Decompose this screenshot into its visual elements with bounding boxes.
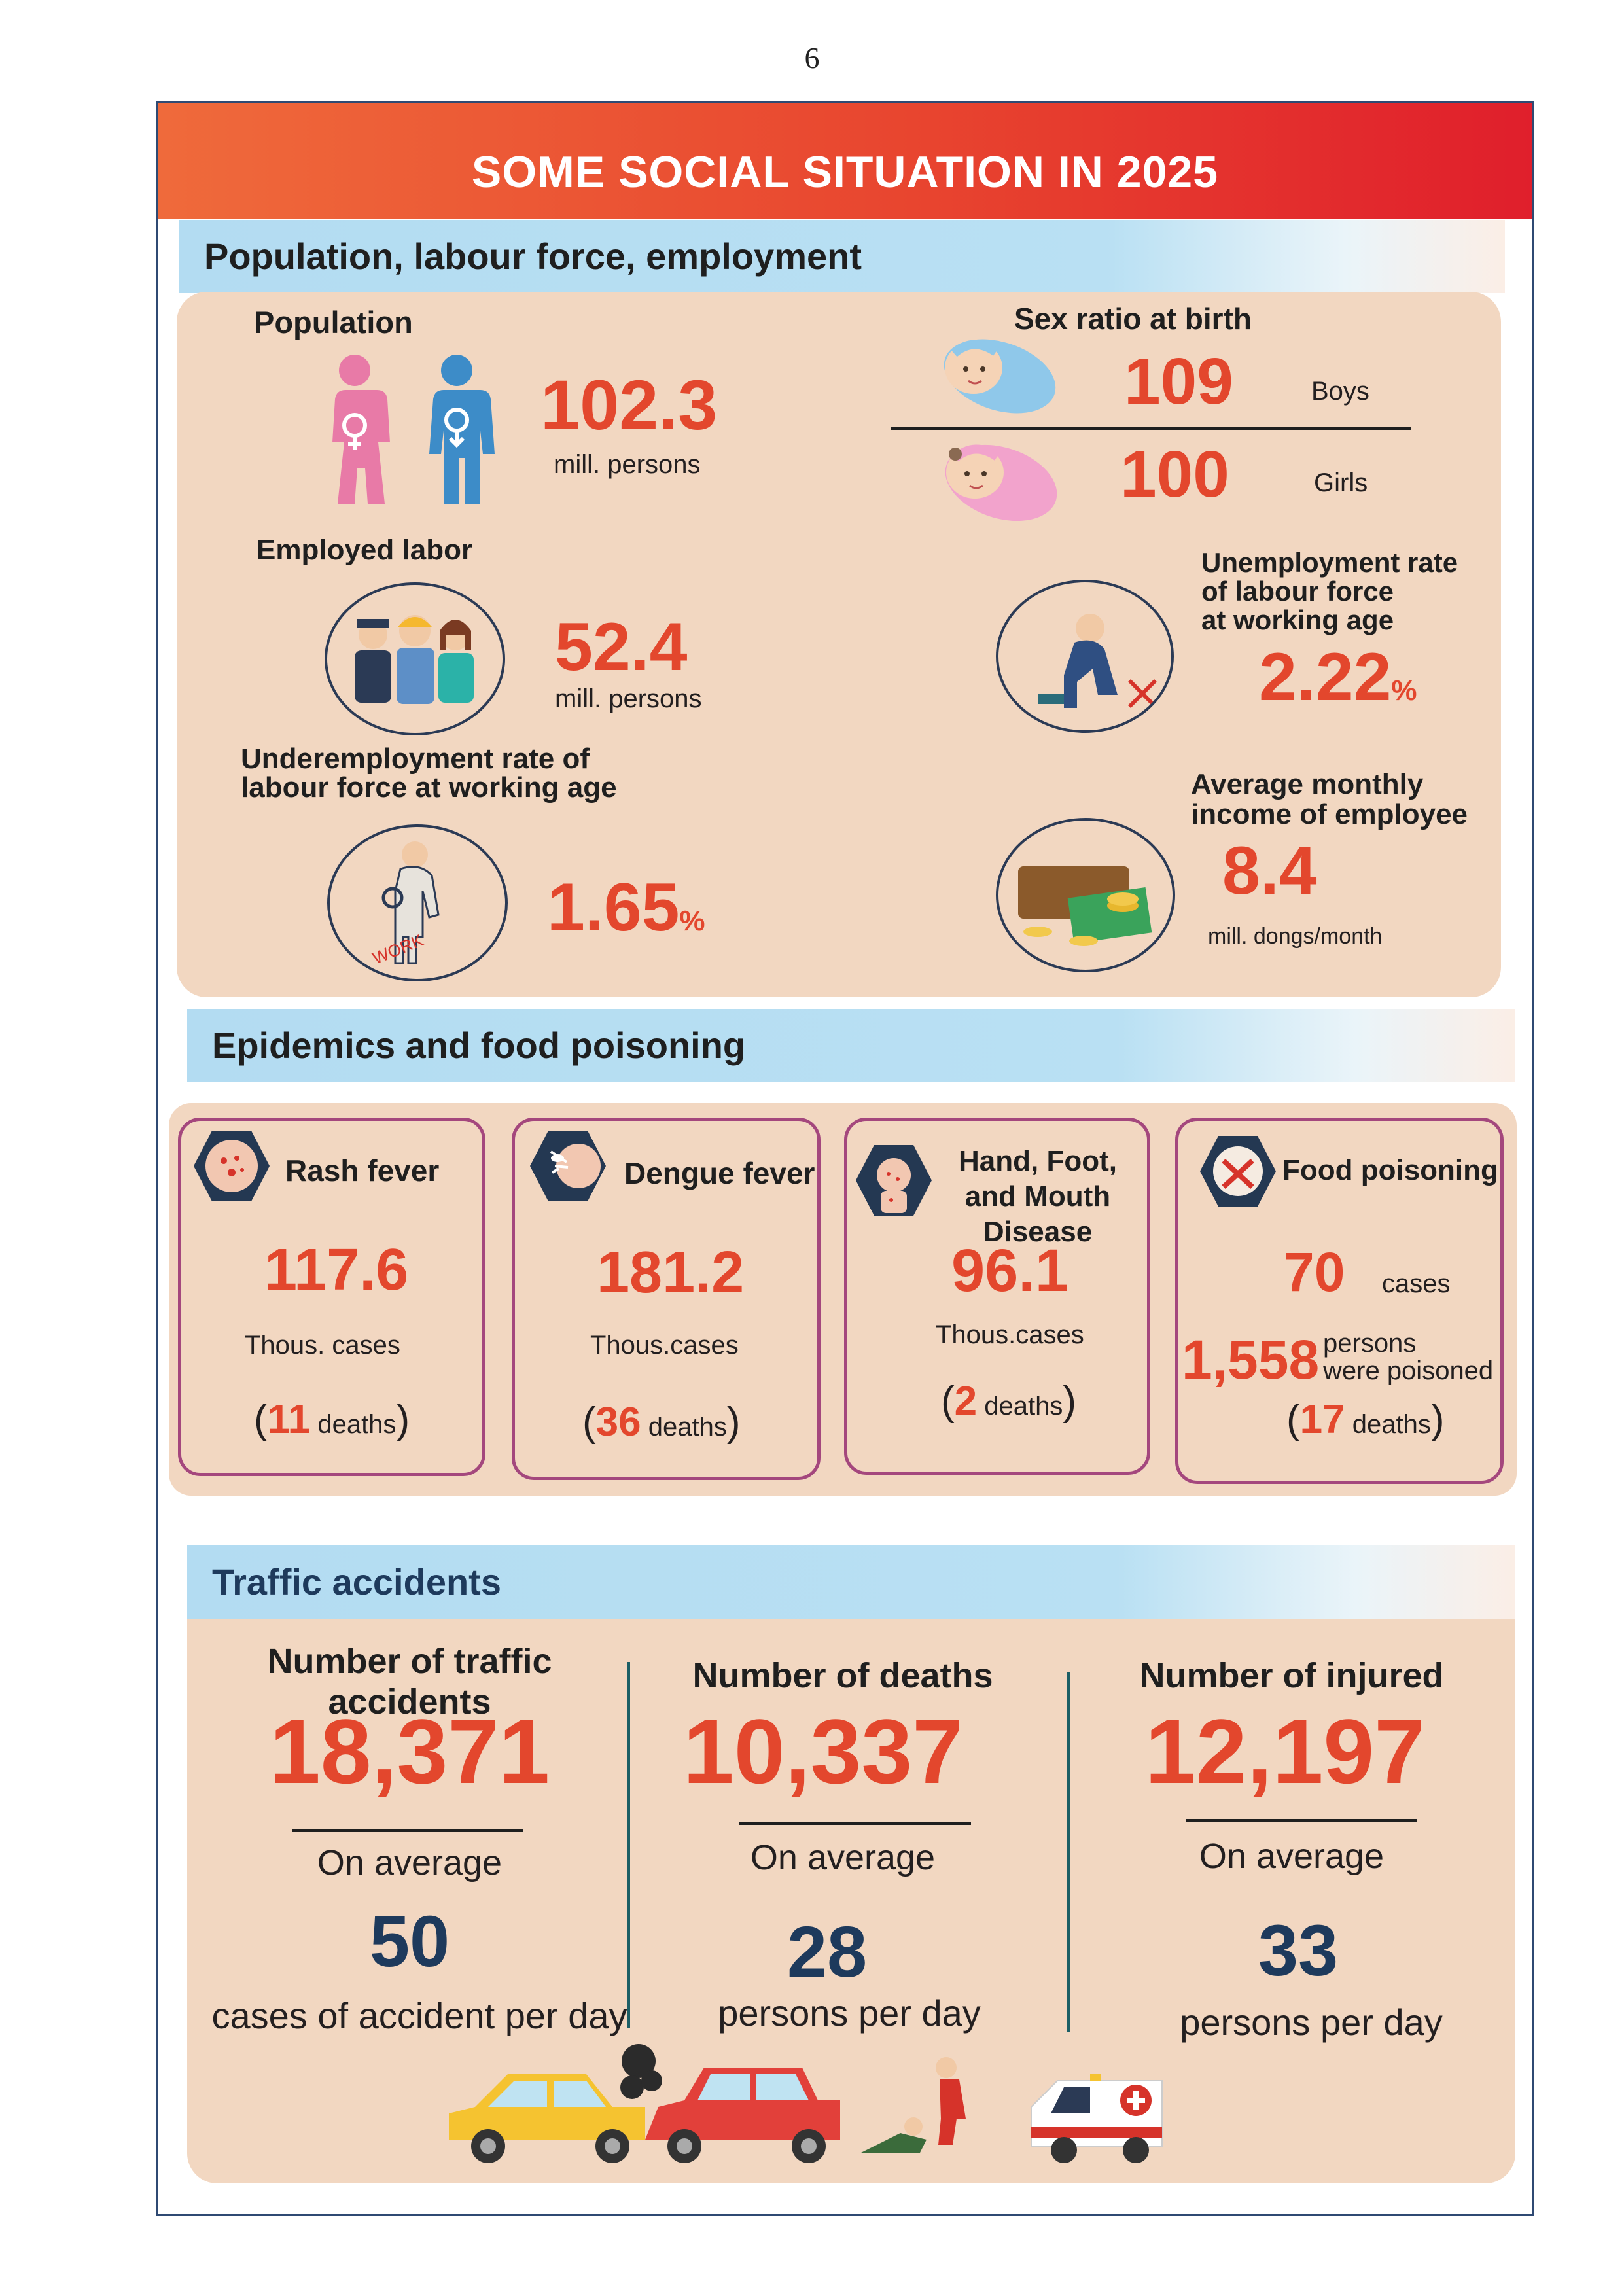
sex-ratio-label: Sex ratio at birth bbox=[1014, 302, 1252, 336]
section-heading-epidemics: Epidemics and food poisoning bbox=[187, 1009, 1515, 1082]
baby-boy-icon bbox=[944, 339, 1056, 414]
page-number: 6 bbox=[804, 41, 820, 75]
underemployment-value: 1.65% bbox=[547, 870, 705, 945]
traffic-accidents-avg-unit: cases of accident per day bbox=[211, 1995, 627, 2036]
employed-value: 52.4 bbox=[555, 609, 688, 685]
population-unit: mill. persons bbox=[554, 450, 701, 479]
column-divider-2 bbox=[1067, 1672, 1070, 2032]
hfmd-value: 96.1 bbox=[951, 1237, 1069, 1304]
rash-fever-unit: Thous. cases bbox=[245, 1331, 400, 1360]
red-car-icon bbox=[645, 2068, 840, 2163]
smoke-icon bbox=[620, 2044, 662, 2099]
ratio-divider bbox=[891, 427, 1411, 430]
rash-fever-title: Rash fever bbox=[285, 1154, 440, 1188]
deaths-value: 10,337 bbox=[682, 1700, 964, 1803]
female-male-icon bbox=[332, 355, 495, 504]
dengue-fever-value: 181.2 bbox=[597, 1240, 745, 1305]
food-poisoning-title: Food poisoning bbox=[1282, 1154, 1498, 1186]
injured-value: 12,197 bbox=[1144, 1700, 1426, 1803]
population-value: 102.3 bbox=[540, 365, 718, 444]
column-2-line bbox=[739, 1822, 971, 1825]
traffic-accidents-avg-value: 50 bbox=[369, 1901, 450, 1982]
traffic-panel bbox=[187, 1545, 1515, 2183]
wallet-money-icon bbox=[996, 818, 1175, 972]
rash-icon bbox=[194, 1131, 270, 1201]
employed-label: Employed labor bbox=[256, 534, 473, 566]
underemployment-label: Underemployment rate of labour force at … bbox=[241, 743, 617, 804]
unemployment-value: 2.22% bbox=[1259, 639, 1417, 715]
food-poisoned-label: persons were poisoned bbox=[1323, 1329, 1494, 1385]
column-divider-1 bbox=[627, 1662, 630, 2028]
deaths-avg-unit: persons per day bbox=[718, 1992, 981, 2034]
baby-girl-icon bbox=[945, 444, 1057, 521]
income-value: 8.4 bbox=[1222, 833, 1317, 909]
population-label: Population bbox=[254, 305, 413, 340]
income-unit: mill. dongs/month bbox=[1208, 924, 1383, 949]
hfmd-deaths: (2 deaths) bbox=[941, 1379, 1077, 1424]
injured-avg-value: 33 bbox=[1258, 1911, 1339, 1991]
income-label: Average monthly income of employee bbox=[1191, 768, 1468, 830]
food-cases-label: cases bbox=[1382, 1269, 1451, 1298]
dengue-fever-deaths: (36 deaths) bbox=[582, 1400, 741, 1445]
traffic-accidents-avg-label: On average bbox=[317, 1843, 503, 1882]
traffic-accident-illustration bbox=[449, 2044, 1163, 2163]
food-poisoning-icon bbox=[1200, 1136, 1276, 1207]
page-frame bbox=[156, 101, 1534, 2216]
rash-fever-value: 117.6 bbox=[264, 1237, 409, 1303]
hfmd-unit: Thous.cases bbox=[936, 1320, 1084, 1349]
ambulance-icon bbox=[1031, 2074, 1163, 2163]
injured-avg-unit: persons per day bbox=[1180, 2002, 1443, 2043]
page-title: SOME SOCIAL SITUATION IN 2025 bbox=[158, 103, 1532, 219]
unemployed-person-icon bbox=[996, 580, 1174, 733]
deaths-title: Number of deaths bbox=[692, 1656, 993, 1695]
column-1-line bbox=[292, 1829, 523, 1832]
workers-icon bbox=[325, 582, 505, 735]
girls-label: Girls bbox=[1314, 468, 1368, 497]
boys-value: 109 bbox=[1124, 345, 1233, 418]
food-deaths: (17 deaths) bbox=[1286, 1397, 1445, 1442]
boys-label: Boys bbox=[1311, 377, 1369, 406]
job-search-icon: WORK bbox=[327, 824, 508, 981]
column-3-line bbox=[1186, 1819, 1417, 1822]
injured-title: Number of injured bbox=[1139, 1656, 1444, 1695]
mosquito-icon bbox=[530, 1131, 606, 1201]
hfmd-title: Hand, Foot, and Mouth Disease bbox=[959, 1145, 1117, 1248]
section-heading-traffic: Traffic accidents bbox=[187, 1545, 1515, 1619]
unemployment-label: Unemployment rate of labour force at wor… bbox=[1201, 547, 1458, 635]
food-poisoned-value: 1,558 bbox=[1182, 1329, 1320, 1390]
deaths-avg-label: On average bbox=[750, 1838, 936, 1877]
rash-fever-deaths: (11 deaths) bbox=[254, 1397, 410, 1442]
injured-person-icon bbox=[861, 2057, 966, 2153]
food-cases-value: 70 bbox=[1284, 1241, 1345, 1303]
girls-value: 100 bbox=[1120, 438, 1229, 511]
traffic-accidents-title: Number of traffic accidents bbox=[267, 1642, 552, 1722]
employed-unit: mill. persons bbox=[555, 684, 702, 713]
hfmd-icon bbox=[856, 1145, 932, 1216]
dengue-fever-title: Dengue fever bbox=[624, 1156, 815, 1190]
injured-avg-label: On average bbox=[1199, 1837, 1385, 1876]
dengue-fever-unit: Thous.cases bbox=[590, 1331, 739, 1360]
yellow-car-icon bbox=[449, 2074, 645, 2163]
deaths-avg-value: 28 bbox=[786, 1912, 868, 1992]
traffic-accidents-value: 18,371 bbox=[269, 1700, 550, 1803]
section-heading-population: Population, labour force, employment bbox=[179, 220, 1505, 293]
